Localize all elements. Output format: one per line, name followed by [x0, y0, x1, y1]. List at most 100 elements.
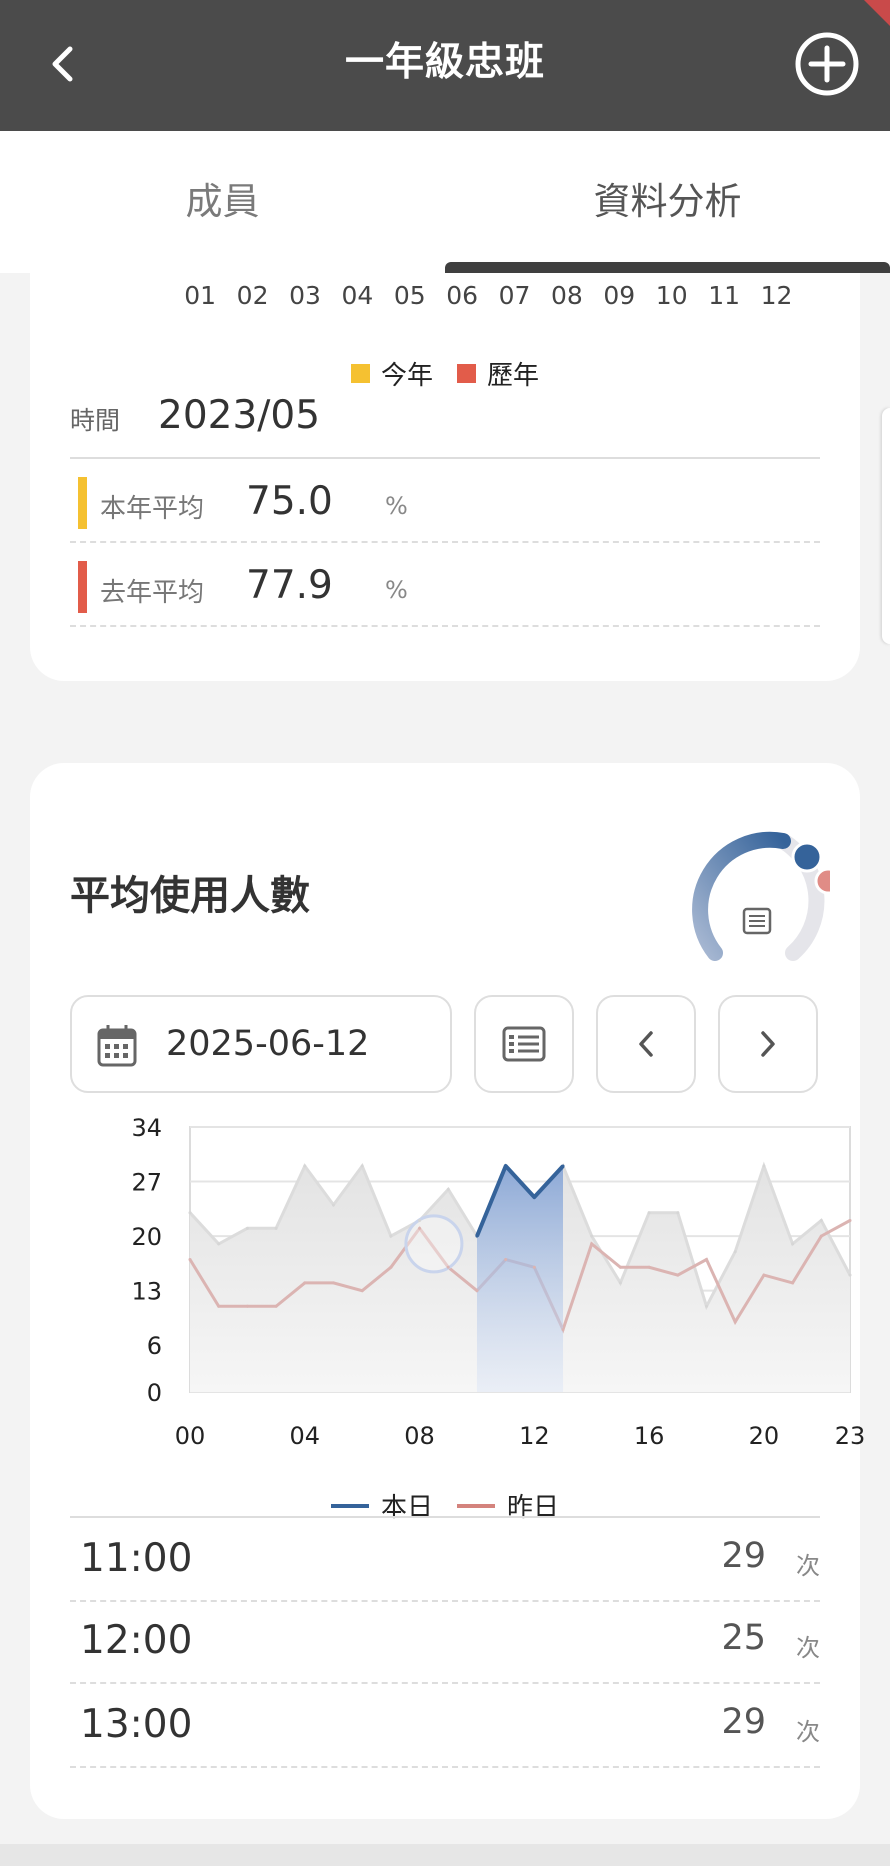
chevron-right-icon — [761, 1031, 775, 1057]
next-day-button[interactable] — [718, 995, 818, 1093]
today-point — [848, 1273, 852, 1277]
month-tick: 10 — [655, 281, 688, 310]
x-tick-label: 16 — [634, 1422, 665, 1450]
legend-swatch — [350, 364, 370, 383]
bottom-strip — [0, 1844, 890, 1866]
page-title: 一年級忠班 — [344, 40, 545, 85]
today-point — [762, 1164, 766, 1168]
today-point — [446, 1187, 450, 1191]
month-tick: 09 — [603, 281, 636, 310]
list-item[interactable]: 13:00 29 次 — [70, 1684, 820, 1768]
time-row: 時間 2023/05 — [70, 393, 820, 459]
back-button[interactable] — [40, 36, 84, 92]
yesterday-point — [303, 1281, 307, 1285]
hourly-usage-chart: 34 27 20 13 6 0 00 04 08 12 16 20 23 — [131, 1114, 866, 1450]
time-value: 2023/05 — [158, 393, 321, 438]
monthly-legend: 今年 歷年 — [30, 355, 860, 392]
chevron-left-icon — [639, 1031, 653, 1057]
chevron-left-icon — [52, 46, 73, 82]
today-point — [705, 1304, 709, 1308]
add-button[interactable] — [794, 31, 860, 97]
previous-day-button[interactable] — [596, 995, 696, 1093]
today-point — [217, 1242, 221, 1246]
list-icon — [502, 1026, 546, 1062]
calendar-icon — [97, 1025, 137, 1067]
list-unit: 次 — [796, 1718, 820, 1746]
legend-line — [330, 1503, 369, 1508]
list-item[interactable]: 11:00 29 次 — [70, 1516, 820, 1602]
tab-bar: 成員 資料分析 — [0, 131, 890, 273]
list-time: 12:00 — [80, 1618, 193, 1663]
x-tick-label: 04 — [290, 1422, 321, 1450]
yesterday-point — [561, 1328, 565, 1332]
data-points — [188, 1164, 852, 1332]
yesterday-point — [762, 1273, 766, 1277]
list-item[interactable]: 12:00 25 次 — [70, 1600, 820, 1684]
month-tick: 12 — [760, 281, 793, 310]
date-picker[interactable]: 2025-06-12 — [70, 995, 452, 1093]
yesterday-point — [475, 1289, 479, 1293]
yesterday-point — [217, 1304, 221, 1308]
app-header: 一年級忠班 — [0, 0, 890, 131]
y-axis: 34 27 20 13 6 0 — [131, 1114, 162, 1407]
legend-label: 昨日 — [507, 1493, 560, 1523]
corner-flag — [864, 0, 890, 26]
legend-item-today[interactable]: 本日 — [330, 1487, 433, 1524]
list-count: 25 — [721, 1618, 766, 1658]
list-time: 13:00 — [80, 1702, 193, 1747]
yesterday-point — [274, 1304, 278, 1308]
legend-label: 本日 — [380, 1493, 433, 1523]
today-point — [274, 1226, 278, 1230]
legend-swatch — [457, 364, 476, 383]
average-color-bar — [78, 561, 87, 613]
time-label: 時間 — [70, 406, 121, 435]
yesterday-point — [532, 1265, 536, 1269]
yesterday-point — [733, 1320, 737, 1324]
x-tick-label: 00 — [175, 1422, 206, 1450]
month-tick: 01 — [184, 281, 217, 310]
legend-item-yesterday[interactable]: 昨日 — [457, 1487, 559, 1524]
list-count: 29 — [721, 1536, 766, 1576]
today-point — [618, 1281, 622, 1285]
month-tick: 04 — [341, 281, 374, 310]
today-point — [791, 1242, 795, 1246]
today-point — [188, 1211, 192, 1215]
average-color-bar — [78, 477, 87, 529]
y-tick-label: 34 — [131, 1114, 162, 1142]
today-point — [331, 1203, 335, 1207]
x-tick-label: 23 — [835, 1422, 866, 1450]
card-title: 平均使用人數 — [70, 873, 310, 919]
average-label: 本年平均 — [100, 494, 205, 524]
legend-label: 歷年 — [487, 361, 540, 391]
hover-marker — [404, 1214, 464, 1274]
side-pull-tab[interactable] — [882, 408, 890, 644]
legend-item-this-year[interactable]: 今年 — [350, 355, 433, 392]
yesterday-point — [676, 1273, 680, 1277]
y-tick-label: 13 — [131, 1278, 162, 1306]
today-point — [733, 1250, 737, 1254]
average-row-this-year: 本年平均 75.0 % — [70, 459, 820, 543]
today-point — [303, 1164, 307, 1168]
list-view-button[interactable] — [474, 995, 574, 1093]
yesterday-point — [418, 1226, 422, 1230]
month-tick: 02 — [236, 281, 269, 310]
list-icon — [742, 907, 772, 935]
today-point — [561, 1164, 565, 1168]
tab-data-analysis[interactable]: 資料分析 — [445, 131, 890, 273]
y-tick-label: 27 — [131, 1169, 162, 1197]
gauge-widget[interactable] — [650, 799, 830, 979]
list-time: 11:00 — [80, 1536, 193, 1581]
legend-label: 今年 — [380, 361, 433, 391]
x-tick-label: 12 — [519, 1422, 550, 1450]
usage-legend: 本日 昨日 — [30, 1487, 860, 1524]
today-highlight-area — [476, 1166, 564, 1392]
today-point — [647, 1211, 651, 1215]
today-point — [389, 1234, 393, 1238]
tab-members[interactable]: 成員 — [185, 180, 260, 223]
month-tick: 03 — [289, 281, 321, 310]
legend-line — [457, 1503, 495, 1508]
legend-item-past-years[interactable]: 歷年 — [457, 355, 539, 392]
month-axis: 01 02 03 04 05 06 07 08 09 10 11 12 — [174, 281, 803, 310]
month-tick: 05 — [393, 281, 426, 310]
yesterday-point — [446, 1265, 450, 1269]
